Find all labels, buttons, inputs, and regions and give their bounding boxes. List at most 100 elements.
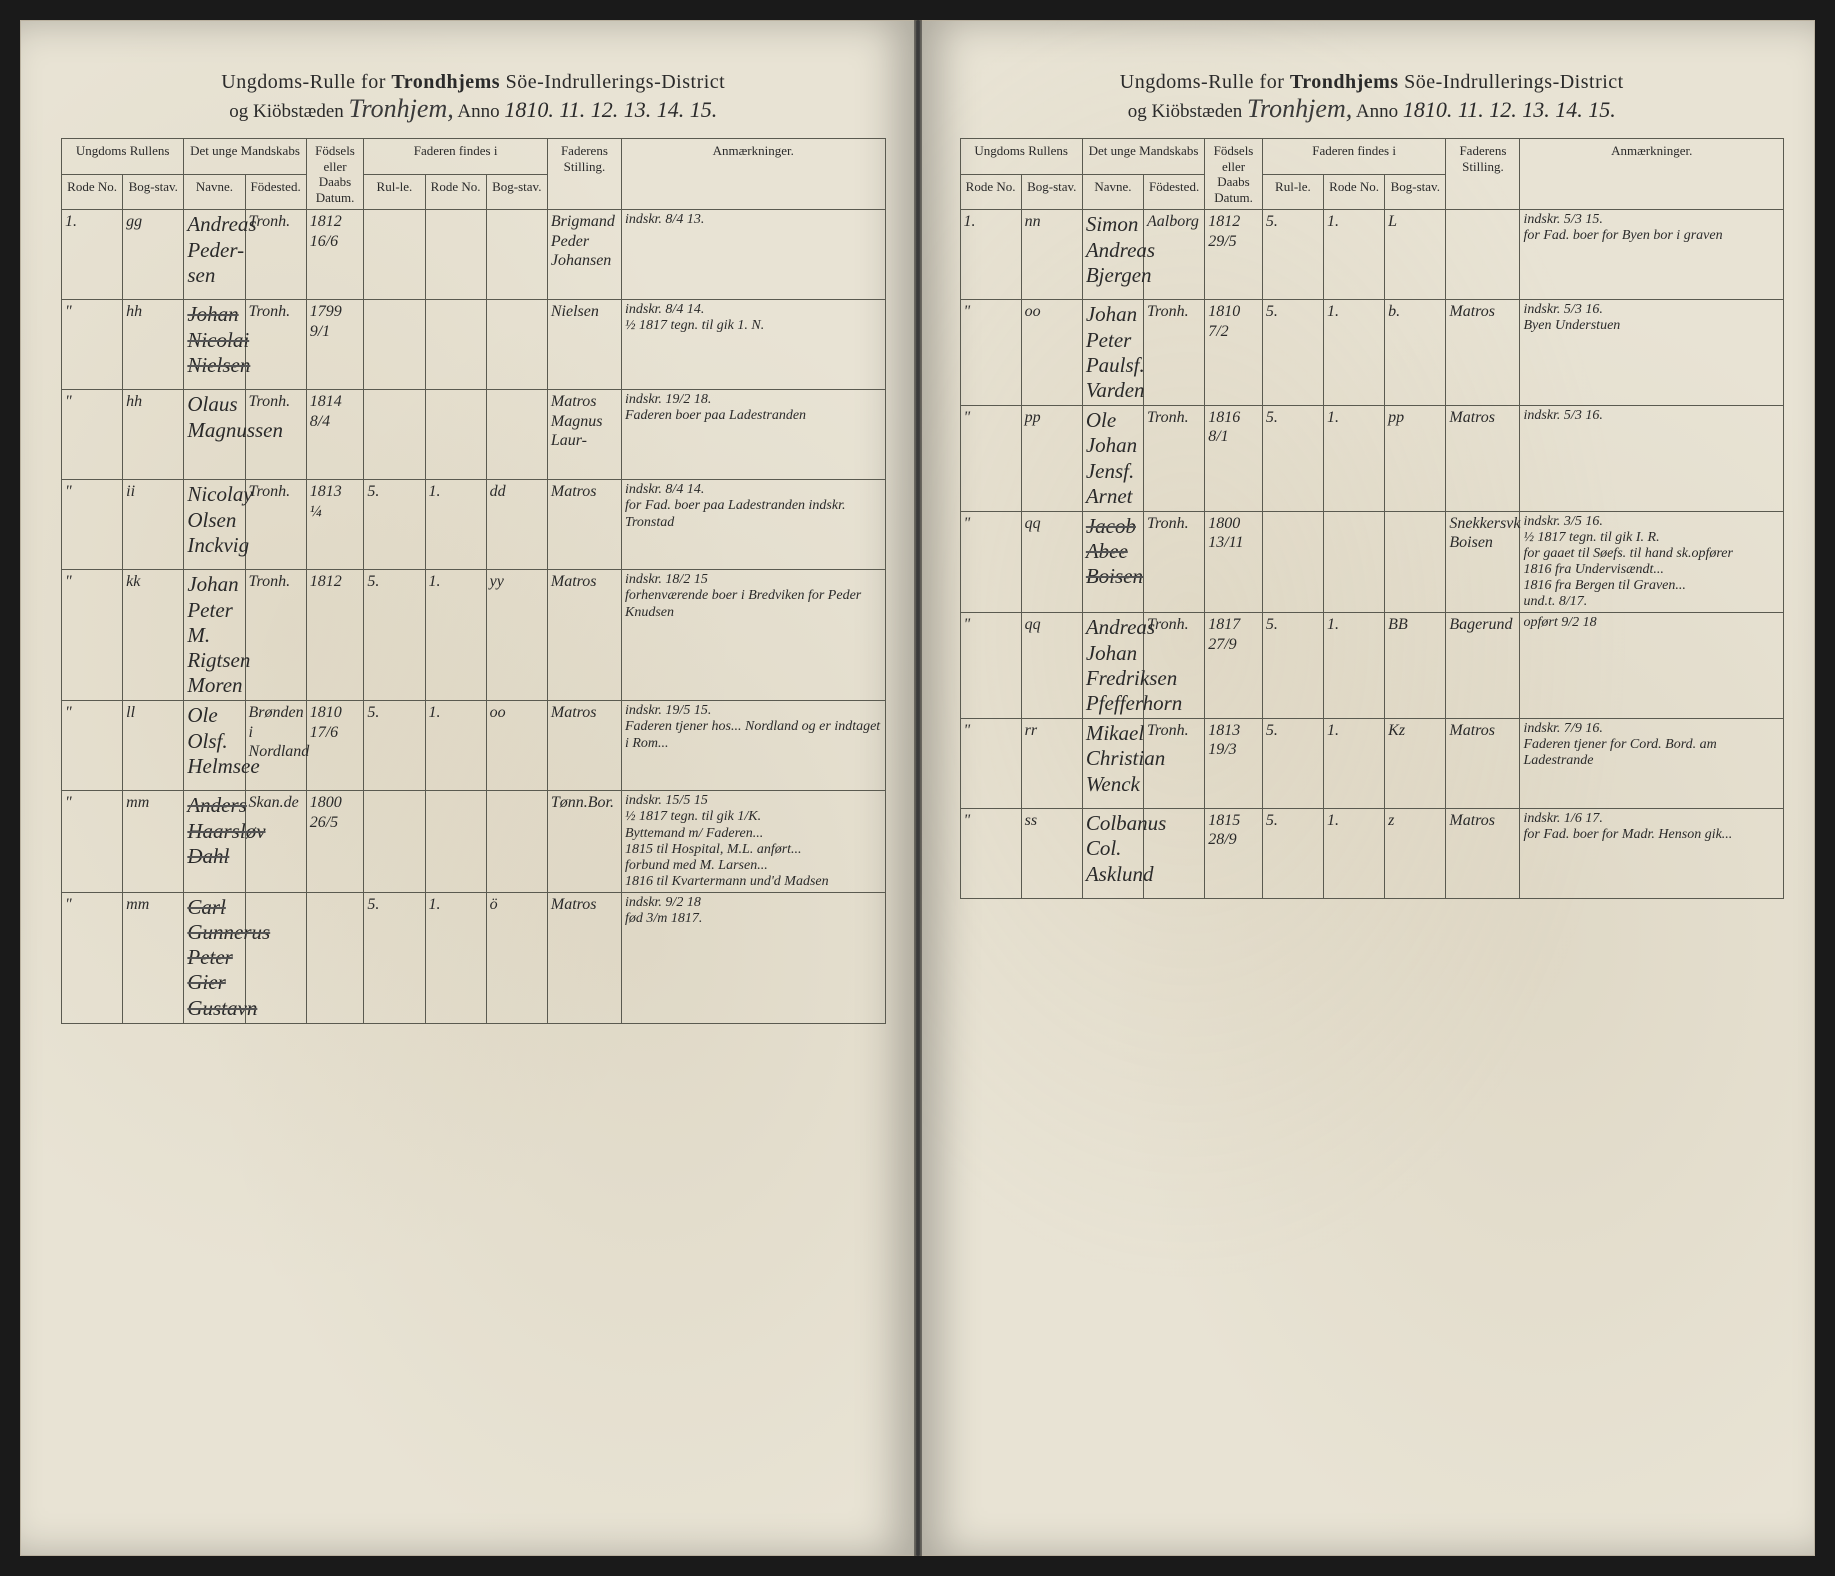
cell-rul: 5. xyxy=(364,570,425,701)
cell-navn: Colbanus Col.Asklund xyxy=(1082,809,1143,899)
cell-rul xyxy=(364,390,425,480)
cell-b2: Kz xyxy=(1385,719,1446,809)
cell-stil: Matros xyxy=(1446,300,1520,406)
cell-dato: 181319/3 xyxy=(1205,719,1263,809)
cell-rno: 1. xyxy=(1324,809,1385,899)
cell-stil: Matros xyxy=(547,480,621,570)
cell-anm: indskr. 5/3 15.for Fad. boer for Byen bo… xyxy=(1520,210,1784,300)
table-row: "iiNicolay OlsenInckvigTronh.1813¼5.1.dd… xyxy=(62,480,886,570)
header-years: 1810. 11. 12. 13. 14. 15. xyxy=(1403,97,1616,122)
col-group-fader: Faderen findes i xyxy=(1262,139,1446,175)
table-row: "ssColbanus Col.Asklund181528/95.1.zMatr… xyxy=(960,809,1784,899)
col-group-fader: Faderen findes i xyxy=(364,139,548,175)
cell-anm: indskr. 8/4 13. xyxy=(621,210,885,300)
cell-anm: indskr. 3/5 16.½ 1817 tegn. til gik I. R… xyxy=(1520,511,1784,613)
table-row: "rrMikael ChristianWenckTronh.181319/35.… xyxy=(960,719,1784,809)
cell-dato: 18148/4 xyxy=(306,390,364,480)
cell-dato: 181727/9 xyxy=(1205,613,1263,719)
cell-rul xyxy=(364,300,425,390)
cell-navn: Johan PeterPaulsf. Varden xyxy=(1082,300,1143,406)
cell-b2 xyxy=(486,210,547,300)
cell-dato xyxy=(306,892,364,1023)
cell-sted: Tronh. xyxy=(1144,300,1205,406)
cell-rno: 1. xyxy=(425,570,486,701)
cell-rno: 1. xyxy=(425,701,486,791)
cell-dato: 1813¼ xyxy=(306,480,364,570)
table-row: "ppOle Johan Jensf.ArnetTronh.18168/15.1… xyxy=(960,406,1784,512)
cell-bog: qq xyxy=(1021,511,1082,613)
cell-bog: hh xyxy=(123,390,184,480)
cell-stil: Snekkersvk Boisen xyxy=(1446,511,1520,613)
header-suffix: Söe-Indrullerings-District xyxy=(506,71,726,93)
cell-b2: ö xyxy=(486,892,547,1023)
cell-rno xyxy=(1324,511,1385,613)
cell-rno: 1. xyxy=(1324,613,1385,719)
cell-stil: Bagerund xyxy=(1446,613,1520,719)
cell-rode: " xyxy=(62,701,123,791)
cell-sted: Tronh. xyxy=(245,570,306,701)
cell-bog: pp xyxy=(1021,406,1082,512)
header-district: Trondhjems xyxy=(1290,71,1399,93)
cell-rul xyxy=(364,210,425,300)
table-head: Ungdoms Rullens Det unge Mandskabs Födse… xyxy=(960,139,1784,210)
cell-rno xyxy=(425,791,486,893)
cell-navn: Simon AndreasBjergen xyxy=(1082,210,1143,300)
left-page: Ungdoms-Rulle for Trondhjems Söe-Indrull… xyxy=(20,20,918,1556)
cell-stil: Matros Magnus Laur- xyxy=(547,390,621,480)
col-group-rullens: Ungdoms Rullens xyxy=(960,139,1082,175)
cell-stil xyxy=(1446,210,1520,300)
cell-stil: Matros xyxy=(1446,719,1520,809)
cell-rul: 5. xyxy=(364,892,425,1023)
cell-rul: 5. xyxy=(1262,300,1323,406)
cell-bog: gg xyxy=(123,210,184,300)
cell-rode: " xyxy=(62,480,123,570)
table-head: Ungdoms Rullens Det unge Mandskabs Födse… xyxy=(62,139,886,210)
cell-rode: " xyxy=(960,511,1021,613)
cell-sted: Tronh. xyxy=(1144,511,1205,613)
cell-rode: " xyxy=(62,390,123,480)
col-datum: Födsels eller Daabs Datum. xyxy=(306,139,364,210)
cell-stil: Matros xyxy=(547,701,621,791)
col-bog2: Bog-stav. xyxy=(1385,174,1446,210)
col-bog2: Bog-stav. xyxy=(486,174,547,210)
cell-rode: " xyxy=(62,791,123,893)
cell-navn: Anders HaarsløvDahl xyxy=(184,791,245,893)
cell-stil: Matros xyxy=(1446,809,1520,899)
cell-b2: BB xyxy=(1385,613,1446,719)
cell-navn: Ole Olsf. Helmsee xyxy=(184,701,245,791)
header-prefix: Ungdoms-Rulle for xyxy=(1120,71,1285,93)
cell-anm: indskr. 5/3 16. xyxy=(1520,406,1784,512)
cell-rno: 1. xyxy=(1324,210,1385,300)
cell-rode: 1. xyxy=(960,210,1021,300)
cell-sted: Tronh. xyxy=(245,300,306,390)
cell-bog: mm xyxy=(123,892,184,1023)
cell-b2: b. xyxy=(1385,300,1446,406)
cell-sted: Tronh. xyxy=(1144,406,1205,512)
cell-rul: 5. xyxy=(1262,809,1323,899)
header-prefix: Ungdoms-Rulle for xyxy=(221,71,386,93)
cell-bog: nn xyxy=(1021,210,1082,300)
book-spread: Ungdoms-Rulle for Trondhjems Söe-Indrull… xyxy=(20,20,1815,1556)
cell-rul: 5. xyxy=(364,701,425,791)
right-page: Ungdoms-Rulle for Trondhjems Söe-Indrull… xyxy=(918,20,1816,1556)
table-row: "hhJohan NicolaiNielsenTronh.17999/1Niel… xyxy=(62,300,886,390)
cell-dato: 180026/5 xyxy=(306,791,364,893)
col-bogstav: Bog-stav. xyxy=(1021,174,1082,210)
cell-anm: indskr. 18/2 15forhenværende boer i Bred… xyxy=(621,570,885,701)
cell-b2: yy xyxy=(486,570,547,701)
header-town: Tronhjem, xyxy=(1247,94,1352,123)
cell-navn: Jacob AbeeBoisen xyxy=(1082,511,1143,613)
cell-rno xyxy=(425,210,486,300)
cell-dato: 1812 xyxy=(306,570,364,701)
cell-stil: Tønn.Bor. xyxy=(547,791,621,893)
col-navne: Navne. xyxy=(184,174,245,210)
table-body-right: 1.nnSimon AndreasBjergenAalborg181229/55… xyxy=(960,210,1784,899)
cell-navn: Johan Peter M.Rigtsen Moren xyxy=(184,570,245,701)
cell-rode: " xyxy=(960,406,1021,512)
anno-label: Anno xyxy=(1356,101,1398,122)
cell-rul: 5. xyxy=(1262,406,1323,512)
cell-rode: 1. xyxy=(62,210,123,300)
table-row: "qqJacob AbeeBoisenTronh.180013/11Snekke… xyxy=(960,511,1784,613)
cell-bog: hh xyxy=(123,300,184,390)
table-row: "mmAnders HaarsløvDahlSkan.de180026/5Tøn… xyxy=(62,791,886,893)
